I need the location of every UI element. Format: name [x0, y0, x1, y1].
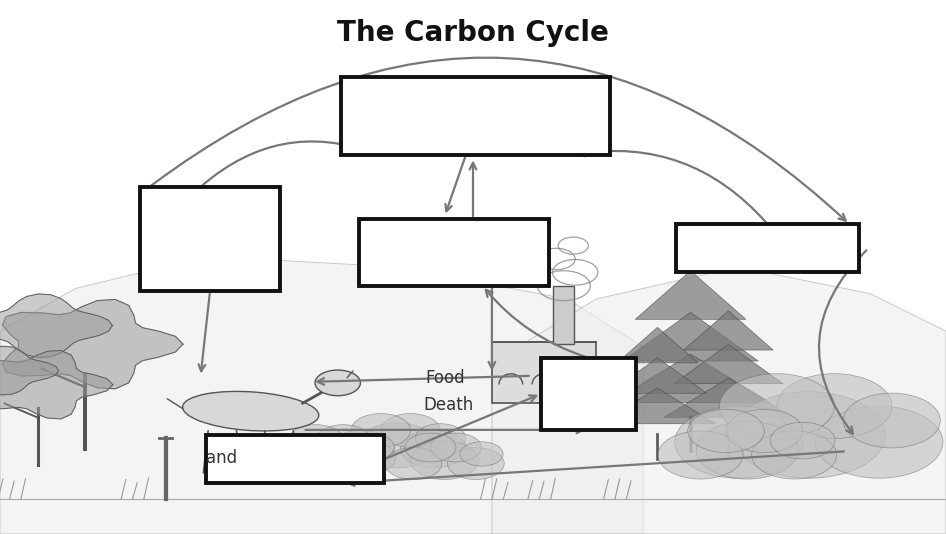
Circle shape	[430, 433, 482, 462]
Polygon shape	[664, 378, 793, 418]
Circle shape	[688, 409, 764, 453]
Text: Food: Food	[426, 368, 465, 387]
Polygon shape	[599, 388, 716, 424]
FancyBboxPatch shape	[341, 77, 610, 155]
Circle shape	[770, 422, 835, 459]
Circle shape	[843, 393, 940, 448]
Polygon shape	[0, 256, 643, 534]
Polygon shape	[674, 344, 783, 383]
Ellipse shape	[183, 391, 319, 431]
Bar	[492, 342, 596, 403]
Polygon shape	[0, 346, 59, 395]
Polygon shape	[622, 312, 758, 361]
Circle shape	[327, 430, 394, 468]
FancyBboxPatch shape	[206, 435, 384, 483]
Circle shape	[751, 431, 837, 479]
Circle shape	[460, 442, 503, 466]
Circle shape	[267, 440, 328, 475]
Circle shape	[696, 421, 798, 479]
Circle shape	[334, 440, 395, 475]
FancyBboxPatch shape	[140, 187, 280, 291]
Polygon shape	[684, 311, 773, 350]
Circle shape	[405, 433, 456, 462]
Circle shape	[288, 425, 343, 456]
Circle shape	[401, 430, 467, 468]
Circle shape	[294, 434, 368, 475]
Polygon shape	[492, 267, 946, 534]
Circle shape	[380, 413, 440, 447]
Circle shape	[727, 409, 802, 453]
Text: Death: Death	[424, 396, 474, 414]
Circle shape	[358, 423, 437, 468]
Text: and: and	[206, 449, 237, 467]
Circle shape	[385, 447, 442, 480]
Circle shape	[348, 434, 394, 460]
Circle shape	[351, 413, 411, 447]
FancyBboxPatch shape	[676, 224, 859, 272]
Circle shape	[658, 431, 744, 479]
Circle shape	[315, 370, 360, 396]
Circle shape	[415, 423, 465, 452]
Circle shape	[815, 406, 943, 478]
FancyBboxPatch shape	[541, 358, 636, 430]
Circle shape	[777, 374, 892, 438]
Circle shape	[719, 374, 834, 438]
Polygon shape	[0, 350, 113, 419]
Text: The Carbon Cycle: The Carbon Cycle	[337, 19, 609, 46]
Circle shape	[316, 425, 371, 456]
Circle shape	[447, 447, 504, 480]
Polygon shape	[608, 358, 707, 393]
Circle shape	[732, 391, 885, 478]
Polygon shape	[611, 354, 770, 403]
Polygon shape	[0, 294, 113, 358]
Polygon shape	[617, 327, 698, 363]
Bar	[553, 286, 574, 344]
Circle shape	[411, 441, 479, 480]
FancyBboxPatch shape	[359, 219, 549, 286]
Polygon shape	[635, 271, 745, 319]
Polygon shape	[3, 300, 183, 389]
Circle shape	[674, 406, 802, 478]
